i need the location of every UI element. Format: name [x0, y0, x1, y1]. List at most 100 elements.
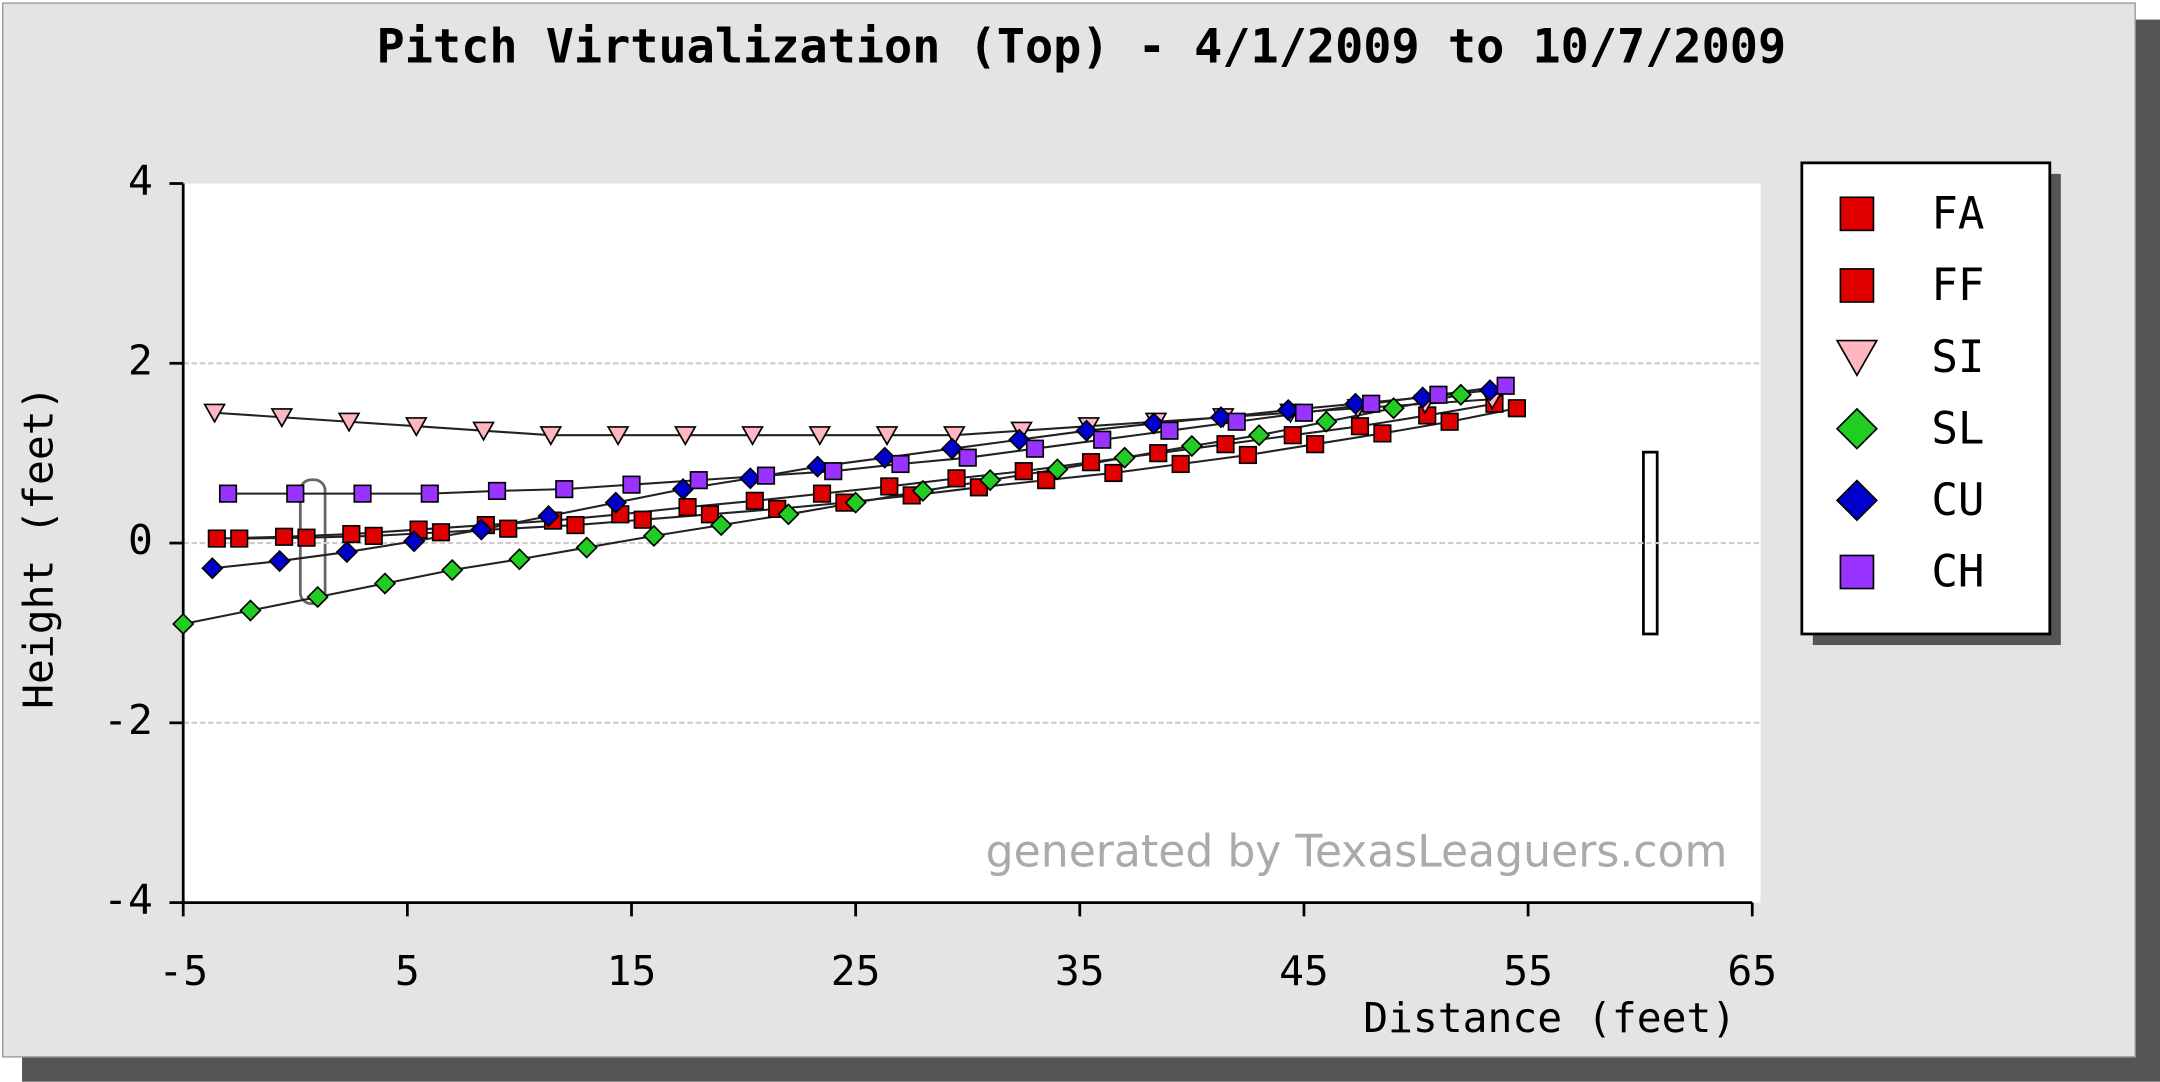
legend: FA FF SI SL CU CH: [1800, 161, 2061, 646]
legend-swatch: [1835, 339, 1879, 377]
x-axis-label: Distance (feet): [1363, 994, 1736, 1042]
legend-label: SI: [1931, 332, 1984, 383]
data-point: [700, 505, 720, 524]
data-point: [286, 484, 305, 503]
data-point: [891, 454, 910, 474]
data-point: [1142, 412, 1165, 435]
data-point: [824, 462, 843, 481]
data-point: [420, 484, 439, 503]
x-tick-label: 25: [831, 947, 881, 995]
data-point: [1046, 458, 1069, 481]
data-point: [1283, 426, 1302, 445]
data-point: [364, 526, 383, 545]
legend-swatch: [1839, 196, 1875, 232]
data-point: [1306, 435, 1325, 454]
data-point: [1075, 419, 1098, 442]
data-point: [508, 548, 531, 571]
data-point: [353, 484, 372, 503]
data-point: [1014, 462, 1033, 481]
data-point: [1429, 385, 1448, 404]
data-point: [1180, 434, 1203, 458]
data-point: [1093, 430, 1112, 449]
series-line: [216, 402, 1495, 540]
chart-title: Pitch Virtualization (Top) - 4/1/2009 to…: [377, 20, 1787, 74]
data-point: [1081, 453, 1101, 472]
legend-label: FA: [1931, 189, 1984, 240]
legend-swatch: [1839, 554, 1875, 590]
data-point: [880, 477, 899, 496]
x-tick-label: 65: [1727, 947, 1777, 995]
data-point: [710, 514, 733, 537]
data-point: [606, 426, 630, 446]
data-point: [756, 466, 776, 485]
data-point: [402, 530, 426, 553]
legend-label: FF: [1931, 260, 1984, 311]
data-point: [1496, 376, 1515, 395]
data-point: [404, 417, 428, 437]
data-point: [622, 475, 641, 494]
data-point: [575, 536, 598, 559]
data-point: [1350, 417, 1370, 436]
data-point: [604, 491, 627, 514]
data-point: [1294, 403, 1314, 422]
x-tick-label: 5: [395, 947, 420, 995]
data-point: [911, 479, 934, 503]
data-point: [274, 527, 294, 546]
x-tick-label: 45: [1279, 947, 1329, 995]
data-point: [1171, 454, 1190, 474]
data-point: [979, 469, 1002, 492]
data-point: [1149, 444, 1168, 463]
y-tick-label: 0: [128, 516, 153, 564]
data-point: [1440, 412, 1459, 431]
data-point: [230, 529, 249, 548]
data-point: [1315, 410, 1338, 433]
data-point: [1025, 439, 1045, 458]
data-point: [342, 524, 361, 544]
y-tick-label: 2: [128, 336, 153, 384]
data-point: [689, 471, 708, 490]
data-point: [1037, 471, 1056, 490]
data-point: [942, 426, 966, 446]
legend-swatch: [1835, 407, 1878, 450]
data-point: [201, 557, 224, 580]
data-point: [373, 572, 397, 595]
data-point: [431, 523, 451, 542]
data-point: [642, 524, 666, 547]
data-point: [873, 446, 896, 469]
data-point: [812, 484, 832, 503]
y-tick-label: -4: [103, 876, 153, 924]
data-point: [539, 426, 563, 446]
legend-box: [1800, 161, 2052, 636]
data-point: [741, 426, 764, 446]
data-point: [1104, 463, 1123, 483]
series-line: [214, 398, 1493, 437]
data-point: [808, 426, 832, 446]
data-point: [441, 558, 464, 582]
data-point: [470, 518, 493, 541]
data-point: [268, 549, 291, 573]
data-point: [1238, 445, 1258, 465]
data-point: [844, 491, 867, 514]
data-point: [777, 503, 800, 526]
data-point: [1113, 446, 1136, 469]
data-point: [306, 585, 329, 609]
data-point: [1008, 428, 1031, 451]
series-line: [212, 389, 1491, 570]
data-point: [745, 491, 764, 510]
data-point: [172, 612, 195, 636]
data-point: [1160, 421, 1179, 440]
y-axis-label: Height (feet): [14, 386, 62, 709]
data-point: [673, 426, 697, 446]
data-point: [678, 498, 697, 517]
x-tick-label: 55: [1503, 947, 1553, 995]
data-point: [875, 426, 899, 446]
data-point: [947, 469, 966, 488]
data-point: [1227, 412, 1246, 431]
data-point: [958, 448, 977, 467]
legend-swatch: [1839, 268, 1875, 303]
series-line: [183, 393, 1462, 625]
legend-label: CH: [1931, 547, 1984, 598]
data-point: [1449, 383, 1472, 406]
